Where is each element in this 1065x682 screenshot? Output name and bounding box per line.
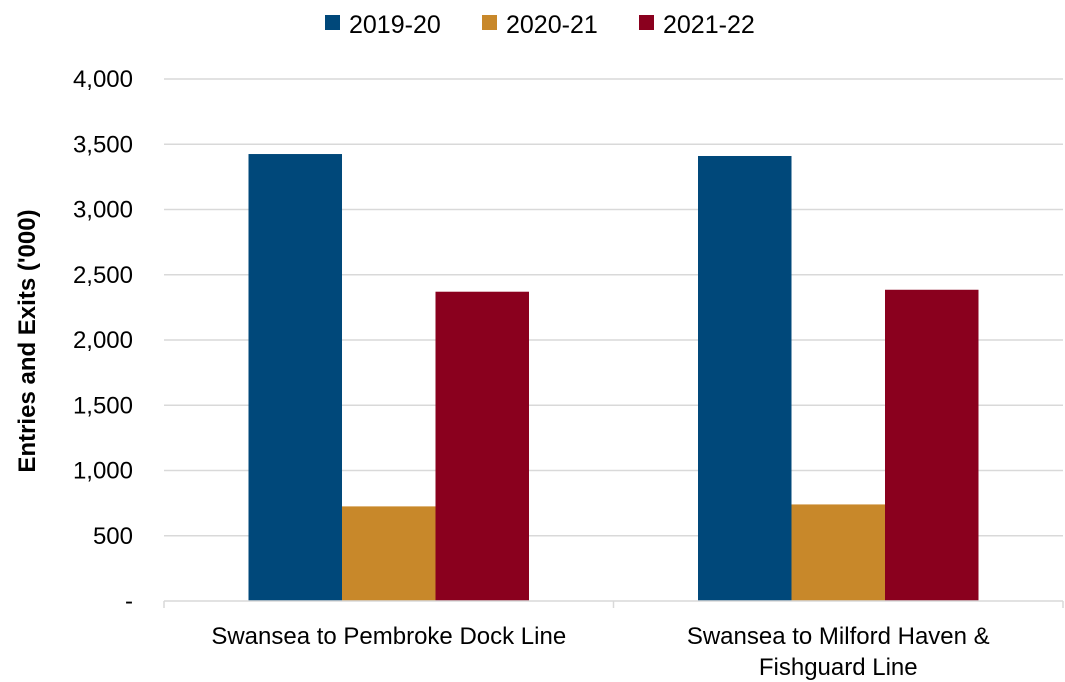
legend-swatch [482,15,497,30]
legend: 2019-20 2020-21 2021-22 [325,11,755,39]
bars [248,154,979,601]
legend-swatch [639,15,654,30]
y-tick-label: 2,000 [73,327,133,354]
bar-2020-21-1 [342,506,436,601]
legend-label: 2019-20 [349,11,441,39]
category-label: Swansea to Pembroke Dock Line [211,623,566,650]
y-tick-label: 3,000 [73,197,133,224]
y-axis-label: Entries and Exits ('000) [14,209,41,472]
y-tick-label: 3,500 [73,131,133,158]
legend-swatch [325,15,340,30]
legend-label: 2020-21 [506,11,598,39]
y-tick-label: 1,500 [73,392,133,419]
legend-label: 2021-22 [663,11,755,39]
bar-2019-20-1 [248,154,343,601]
x-axis [163,600,1064,608]
category-labels: Swansea to Pembroke Dock Line Swansea to … [211,623,989,681]
y-tick-label: 2,500 [73,262,133,289]
bar-2019-20-2 [698,155,792,601]
y-tick-label: - [125,588,133,615]
y-tick-label: 4,000 [73,66,133,93]
category-label: Swansea to Milford Haven & [687,623,990,650]
y-tick-label: 1,000 [73,458,133,485]
bar-2021-22-2 [884,289,979,601]
y-axis-ticks: - 500 1,000 1,500 2,000 2,500 3,000 3,500 4,000 [73,66,133,615]
y-tick-label: 500 [93,523,133,550]
category-label: Fishguard Line [759,654,918,681]
bar-2020-21-2 [791,504,885,601]
bar-2021-22-1 [435,291,529,601]
